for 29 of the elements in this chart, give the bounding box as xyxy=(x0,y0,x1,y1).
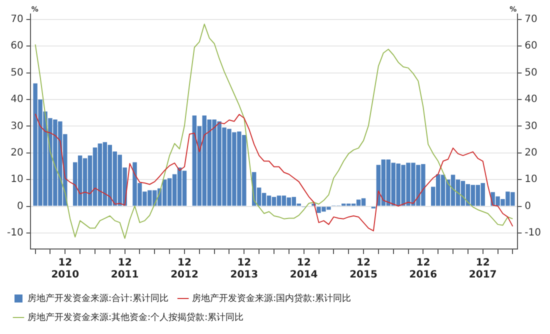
x-tick-label: 12 2014 xyxy=(290,258,318,281)
x-tick-label: 12 2013 xyxy=(230,258,258,281)
y2-tick-label: 60 xyxy=(524,40,538,52)
x-tick-label: 12 2016 xyxy=(409,258,438,281)
legend-label: 房地产开发资金来源:合计:累计同比 xyxy=(28,292,169,304)
y-tick-label: 0 xyxy=(16,200,24,212)
y-tick-label: 10 xyxy=(10,174,24,186)
x-tick-label: 12 2015 xyxy=(350,258,378,281)
y-tick-label: 50 xyxy=(10,67,24,78)
y2-tick-label: 10 xyxy=(524,174,538,186)
y-tick-label: 70 xyxy=(10,14,24,25)
legend-label: 房地产开发资金来源:国内贷款:累计同比 xyxy=(192,292,352,304)
y2-tick-label: 50 xyxy=(524,67,538,78)
y2-tick-label: -10 xyxy=(524,228,542,239)
y-tick-label: 40 xyxy=(10,94,24,106)
y2-tick-label: 30 xyxy=(524,120,538,132)
y-tick-label: 30 xyxy=(10,120,24,132)
y-tick-label: -10 xyxy=(6,228,24,239)
legend-label: 房地产开发资金来源:其他资金:个人按揭贷款:累计同比 xyxy=(28,312,244,323)
y2-tick-label: 0 xyxy=(524,200,532,212)
x-tick-label: 12 2012 xyxy=(170,258,198,281)
x-tick-label: 12 2011 xyxy=(110,258,139,281)
y2-tick-label: 40 xyxy=(524,94,538,106)
y2-tick-label: 70 xyxy=(524,14,538,25)
y-tick-label: 20 xyxy=(10,147,24,158)
x-tick-label: 12 2017 xyxy=(468,258,497,281)
x-tick-label: 12 2010 xyxy=(51,258,80,281)
y-tick-label: 60 xyxy=(10,40,24,52)
y2-tick-label: 20 xyxy=(524,147,538,158)
